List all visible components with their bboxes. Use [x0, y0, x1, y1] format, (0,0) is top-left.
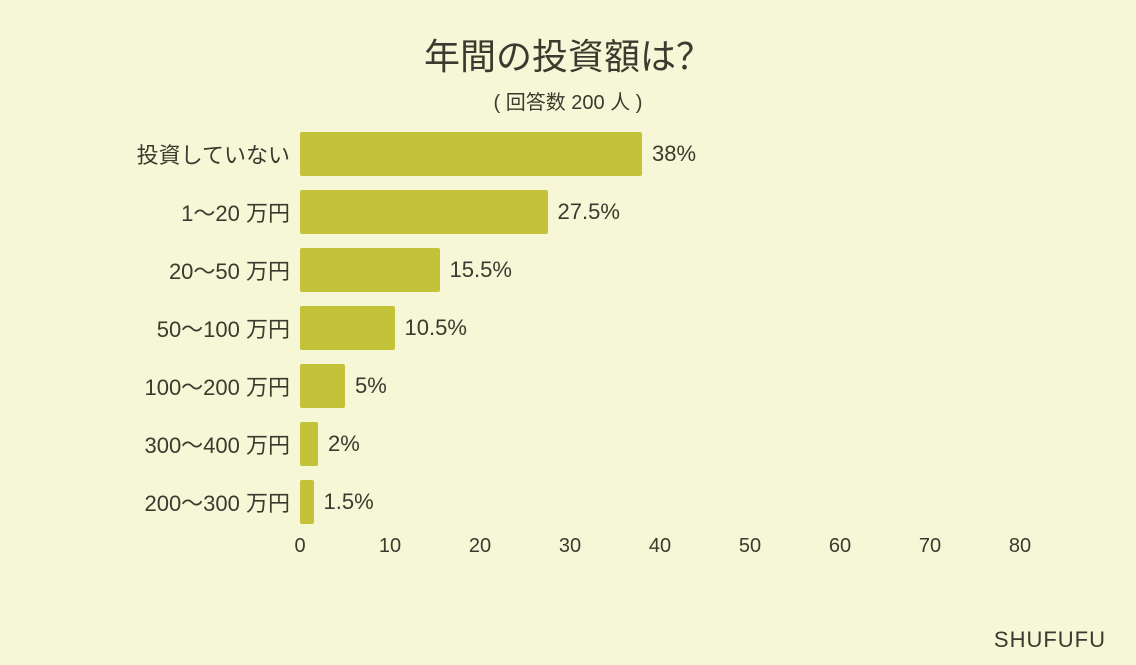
- value-label: 1.5%: [324, 489, 374, 515]
- x-tick: 80: [1009, 535, 1031, 558]
- x-tick: 60: [829, 535, 851, 558]
- bar: [300, 132, 642, 176]
- x-tick: 0: [294, 535, 305, 558]
- x-tick: 20: [469, 535, 491, 558]
- value-label: 10.5%: [405, 315, 467, 341]
- category-label: 300～400 万円: [0, 428, 290, 460]
- bar-row: 20～50 万円15.5%: [300, 241, 1020, 299]
- bar-row: 1～20 万円27.5%: [300, 183, 1020, 241]
- category-label: 20～50 万円: [0, 254, 290, 286]
- x-axis: 01020304050607080: [300, 535, 1020, 565]
- bar: [300, 364, 345, 408]
- bar-row: 300～400 万円2%: [300, 415, 1020, 473]
- plot-area: 投資していない38%1～20 万円27.5%20～50 万円15.5%50～10…: [300, 115, 1020, 560]
- category-label: 100～200 万円: [0, 370, 290, 402]
- category-label: 200～300 万円: [0, 486, 290, 518]
- value-label: 27.5%: [558, 199, 620, 225]
- category-label: 50～100 万円: [0, 312, 290, 344]
- category-label: 投資していない: [0, 138, 290, 170]
- bar-row: 200～300 万円1.5%: [300, 473, 1020, 531]
- chart-title: 年間の投資額は？: [0, 0, 1136, 80]
- chart-container: 年間の投資額は？ ( 回答数 200 人 ) 投資していない38%1～20 万円…: [0, 0, 1136, 665]
- bar-row: 100～200 万円5%: [300, 357, 1020, 415]
- bar-row: 50～100 万円10.5%: [300, 299, 1020, 357]
- chart-subtitle: ( 回答数 200 人 ): [0, 80, 1136, 115]
- bar: [300, 306, 395, 350]
- bar: [300, 190, 548, 234]
- x-tick: 30: [559, 535, 581, 558]
- category-label: 1～20 万円: [0, 196, 290, 228]
- x-tick: 10: [379, 535, 401, 558]
- x-tick: 70: [919, 535, 941, 558]
- x-tick: 40: [649, 535, 671, 558]
- bars-group: 投資していない38%1～20 万円27.5%20～50 万円15.5%50～10…: [300, 125, 1020, 530]
- value-label: 38%: [652, 141, 696, 167]
- value-label: 15.5%: [450, 257, 512, 283]
- bar-row: 投資していない38%: [300, 125, 1020, 183]
- bar: [300, 422, 318, 466]
- bar: [300, 480, 314, 524]
- value-label: 2%: [328, 431, 360, 457]
- watermark: SHUFUFU: [994, 627, 1106, 653]
- x-tick: 50: [739, 535, 761, 558]
- value-label: 5%: [355, 373, 387, 399]
- bar: [300, 248, 440, 292]
